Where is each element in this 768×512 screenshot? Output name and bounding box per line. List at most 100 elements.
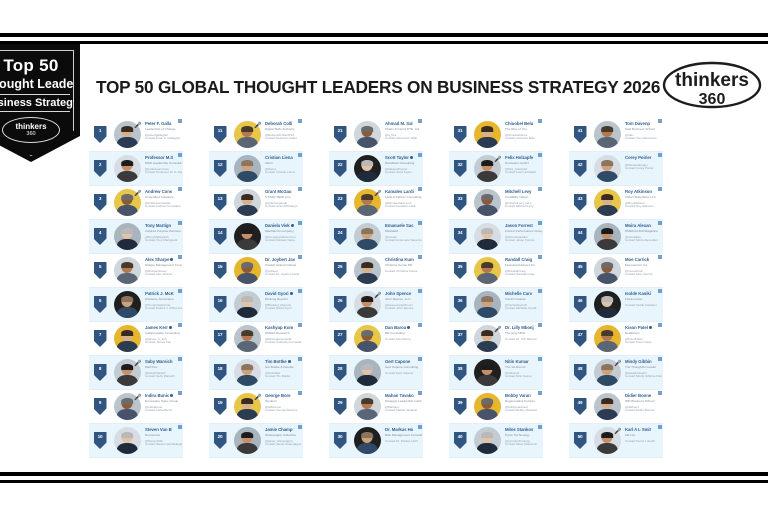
leader-name[interactable]: Emanuele Sac [385,223,414,228]
leader-card[interactable]: 28 Gert Capone Gert Capone Consulting Conta… [329,356,423,390]
leader-name[interactable]: Christina Kum [385,257,414,262]
profile-link-icon[interactable] [177,153,182,157]
leader-name[interactable]: Moe Carrick [625,257,650,262]
leader-card[interactable]: 32 🎤 Felix Holzapfe Konzeptio GmbH @felix_ho… [449,152,543,186]
profile-link-icon[interactable] [657,323,662,327]
profile-link-icon[interactable] [297,221,302,225]
leader-contact-link[interactable]: Contact Dr. Joybert Javier [265,273,300,277]
profile-link-icon[interactable] [537,289,542,293]
leader-card[interactable]: 22 Scott Taylor MetaMeta Consulting @dataex… [329,152,423,186]
leader-name[interactable]: Milos Stankov [505,427,534,432]
leader-contact-link[interactable]: Contact Kamales Lardi [385,205,416,209]
profile-link-icon[interactable] [417,221,422,225]
leader-card[interactable]: 45 Moe Carrick Moementum Inc. @moecarrick Co… [569,254,663,288]
leader-name[interactable]: Dr. Joybert Jav [265,257,296,262]
profile-link-icon[interactable] [417,153,422,157]
leader-card[interactable]: 29 Mahan Tavako Strategic Leadership Insti… [329,390,423,424]
profile-link-icon[interactable] [177,289,182,293]
profile-link-icon[interactable] [417,323,422,327]
leader-card[interactable]: 47 Kison Patel DealRoom @KisonPatel Contact … [569,322,663,356]
profile-link-icon[interactable] [657,119,662,123]
profile-link-icon[interactable] [177,119,182,123]
leader-card[interactable]: 26 🎤 John Spence John Spence, LLC @awesomely… [329,288,423,322]
leader-name[interactable]: Mitchell Levy [505,189,532,194]
leader-card[interactable]: 31 Chiuobel Belu The Rise of You @chiuobelb… [449,118,543,152]
leader-contact-link[interactable]: Contact Gert Capone [385,371,414,375]
leader-card[interactable]: 18 Tim Bottke Grit Bottke & Deloitte @timbo… [209,356,303,390]
leader-contact-link[interactable]: Contact George Boretos [265,409,298,413]
profile-link-icon[interactable] [297,289,302,293]
leader-name[interactable]: Dr. Lilly Mbonj [505,325,534,330]
leader-card[interactable]: 46 Isolde Kaniki Flexinnovion Contact Isold… [569,288,663,322]
leader-name[interactable]: David Gyori [265,291,302,296]
leader-name[interactable]: Tim Bottke [265,359,302,364]
profile-link-icon[interactable] [417,289,422,293]
leader-contact-link[interactable]: Contact Alex Sharpe [145,273,173,277]
leader-card[interactable]: 14 Daniela Viek Wachtendi Company @companya… [209,220,303,254]
profile-link-icon[interactable] [657,221,662,225]
leader-contact-link[interactable]: Contact Daniela Vieira [265,239,295,243]
leader-contact-link[interactable]: Contact Tony Martignetti [145,239,178,243]
leader-card[interactable]: 40 Milos Stankov Pyron Technology @pyrontec… [449,424,543,458]
profile-link-icon[interactable] [537,391,542,395]
leader-contact-link[interactable]: Contact David Gyori [265,307,292,311]
leader-contact-link[interactable]: Contact Felix Holzapfel [505,171,536,175]
profile-link-icon[interactable] [417,425,422,429]
profile-link-icon[interactable] [417,119,422,123]
leader-card[interactable]: 38 Nitin Kumar The 1st Round @nitkumar Conta… [449,356,543,390]
leader-card[interactable]: 43 Roy Atkinson Clifton Butterfield, LLC @R… [569,186,663,220]
profile-link-icon[interactable] [537,187,542,191]
profile-link-icon[interactable] [177,323,182,327]
leader-name[interactable]: James Kerr [145,325,182,330]
leader-name[interactable]: Deborah Colli [265,121,293,126]
leader-contact-link[interactable]: Contact Kashyap Kompella [265,341,302,345]
leader-name[interactable]: Peter F. Galla [145,121,172,126]
profile-link-icon[interactable] [537,119,542,123]
leader-card[interactable]: 4 Tony Martign Inspired Purpose Partners @T… [89,220,183,254]
profile-link-icon[interactable] [537,323,542,327]
profile-link-icon[interactable] [657,289,662,293]
leader-contact-link[interactable]: Contact Grant McGaugh [265,205,298,209]
profile-link-icon[interactable] [657,425,662,429]
leader-name[interactable]: Jamie Champ [265,427,293,432]
leader-name[interactable]: Didier Bonne [625,393,652,398]
profile-link-icon[interactable] [297,391,302,395]
leader-card[interactable]: 13 Grant McGau 5 STAR SEMI LLC @grantmcgaug… [209,186,303,220]
leader-name[interactable]: Karl A L Smit [625,427,651,432]
leader-contact-link[interactable]: Contact Indira Bunic [145,409,173,413]
leader-card[interactable]: 9 🎤 Indira Bunic Enosquare Spine Group @indi… [89,390,183,424]
leader-name[interactable]: Roy Atkinson [625,189,652,194]
leader-card[interactable]: 3 🎤 Andrew Cons Unsaddled Solutions @andrewc… [89,186,183,220]
leader-card[interactable]: 35 Randall Craig Financial Advisors Inc. @R… [449,254,543,288]
profile-link-icon[interactable] [657,153,662,157]
leader-contact-link[interactable]: Contact Andrew Constable [145,205,181,209]
leader-contact-link[interactable]: Contact Steven Van Belleghem [145,443,182,447]
leader-name[interactable]: Steven Van B [145,427,172,432]
profile-link-icon[interactable] [297,187,302,191]
leader-name[interactable]: Kison Patel [625,325,662,330]
leader-card[interactable]: 39 Bobby Varan Regenerative Futures @bobbyv… [449,390,543,424]
leader-contact-link[interactable]: Contact Jamie Champagne [265,443,302,447]
leader-name[interactable]: Dr. Markus Ho [385,427,414,432]
profile-link-icon[interactable] [537,255,542,259]
leader-name[interactable]: John Spence [385,291,412,296]
leader-name[interactable]: Daniela Viek [265,223,302,228]
profile-link-icon[interactable] [657,357,662,361]
leader-name[interactable]: Tom Davenp [625,121,650,126]
leader-contact-link[interactable]: Contact Emanuele Sacerdote [385,239,422,243]
leader-name[interactable]: Andrew Cons [145,189,173,194]
leader-card[interactable]: 17 Kashyap Kom WiNGS Research @kashyapkompe… [209,322,303,356]
leader-contact-link[interactable]: Contact Mindy Gibbins-Klein [625,375,662,379]
profile-link-icon[interactable] [417,187,422,191]
leader-name[interactable]: Isolde Kaniki [625,291,651,296]
leader-contact-link[interactable]: Contact Cristian Liena [265,171,295,175]
profile-link-icon[interactable] [297,153,302,157]
leader-card[interactable]: 11 🎤 Deborah Colli Digital Skills Authority… [209,118,303,152]
profile-link-icon[interactable] [297,357,302,361]
leader-contact-link[interactable]: Contact Jason Forrest [505,239,535,243]
leader-name[interactable]: Mahan Tavako [385,393,414,398]
profile-link-icon[interactable] [417,357,422,361]
leader-card[interactable]: 6 Patrick J. McK Wisdeme Associates @Corpor… [89,288,183,322]
leader-name[interactable]: Professor M.S [145,155,174,160]
leader-contact-link[interactable]: Contact Roy Atkinson [625,205,654,209]
